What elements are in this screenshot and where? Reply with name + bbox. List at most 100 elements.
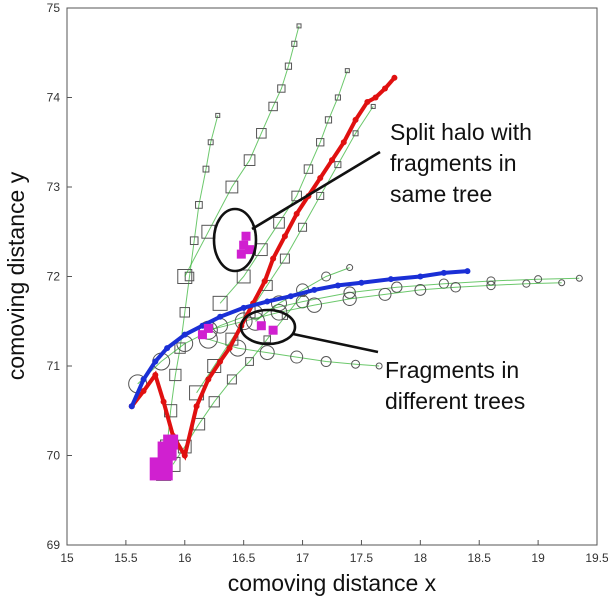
data-point xyxy=(291,40,298,47)
data-point xyxy=(177,269,193,284)
data-point xyxy=(320,356,332,368)
data-point xyxy=(370,103,376,109)
data-point xyxy=(311,286,318,293)
data-point xyxy=(290,350,304,364)
series-3 xyxy=(177,23,302,284)
data-point xyxy=(486,280,496,291)
data-point xyxy=(236,249,246,259)
data-point xyxy=(293,210,300,217)
data-point xyxy=(575,274,583,282)
x-tick-label: 17.5 xyxy=(350,551,374,565)
data-point xyxy=(281,233,288,240)
data-point xyxy=(321,271,332,282)
data-point xyxy=(197,330,207,340)
y-tick-label: 75 xyxy=(47,1,61,15)
data-point xyxy=(316,191,325,200)
data-point xyxy=(358,279,365,286)
data-point xyxy=(306,297,323,313)
series-5-line xyxy=(196,106,374,394)
data-point xyxy=(364,98,371,105)
data-point xyxy=(277,84,286,93)
data-point xyxy=(298,222,308,232)
plot-area-frame xyxy=(66,7,598,546)
data-point xyxy=(140,376,147,383)
x-tick-label: 15 xyxy=(60,551,74,565)
x-tick-label: 19.5 xyxy=(585,551,608,565)
data-point xyxy=(163,434,179,450)
data-point xyxy=(140,388,147,395)
x-tick-label: 18 xyxy=(414,551,428,565)
series-11 xyxy=(149,231,278,481)
y-tick-label: 69 xyxy=(47,538,61,552)
data-point xyxy=(189,236,199,246)
data-point xyxy=(414,284,427,296)
data-point xyxy=(226,345,233,352)
data-point xyxy=(317,175,324,182)
data-point xyxy=(279,253,290,264)
data-point xyxy=(342,291,357,306)
data-point xyxy=(234,312,253,331)
data-point xyxy=(152,358,159,365)
x-axis-title: comoving distance x xyxy=(228,570,437,596)
data-point xyxy=(264,298,271,305)
data-point xyxy=(128,403,135,410)
data-point xyxy=(382,85,388,92)
series-0 xyxy=(128,74,398,461)
data-point xyxy=(256,321,266,331)
data-point xyxy=(334,161,342,169)
data-point xyxy=(324,116,333,124)
data-point xyxy=(149,457,173,481)
data-point xyxy=(387,276,394,283)
data-point xyxy=(160,398,167,405)
x-tick-label: 19 xyxy=(531,551,545,565)
x-tick-label: 17 xyxy=(296,551,310,565)
series-8-line xyxy=(208,282,562,331)
series-10 xyxy=(245,264,354,331)
data-point xyxy=(256,128,267,139)
series-4-line xyxy=(219,70,348,304)
y-axis-title: comoving distance y xyxy=(3,171,29,380)
data-point xyxy=(245,357,254,366)
data-point xyxy=(241,231,251,241)
ticks-layer: 15 15.5 16 16.5 17 17.5 18 18.5 19 19.5 69 70 71 72 73… xyxy=(47,1,608,565)
data-point xyxy=(316,138,325,147)
annotation-split-halo-line-3: same tree xyxy=(390,181,492,207)
data-point xyxy=(263,335,271,343)
data-point xyxy=(534,275,543,284)
data-point xyxy=(464,268,471,275)
annotation-split-halo-line-1: Split halo with xyxy=(390,119,532,145)
data-point xyxy=(193,403,200,410)
series-9-line xyxy=(208,338,380,367)
series-3-line xyxy=(184,25,300,277)
data-point xyxy=(378,287,392,301)
data-point xyxy=(225,180,239,194)
series-2 xyxy=(156,112,221,481)
data-point xyxy=(334,282,341,289)
data-point xyxy=(245,245,255,255)
data-point xyxy=(164,345,171,352)
data-point xyxy=(343,286,356,299)
data-point xyxy=(450,281,461,293)
data-point xyxy=(208,396,220,408)
data-point xyxy=(270,255,277,262)
data-point xyxy=(152,371,159,378)
y-tick-label: 73 xyxy=(47,180,61,194)
x-tick-label: 16 xyxy=(178,551,192,565)
data-point xyxy=(391,74,398,81)
series-7-line xyxy=(137,277,580,385)
data-point xyxy=(558,279,566,287)
annotation-pointer-split-halo xyxy=(251,150,381,231)
data-point xyxy=(259,345,275,361)
data-point xyxy=(181,331,188,338)
data-point xyxy=(181,452,188,459)
data-point xyxy=(236,269,251,284)
data-point xyxy=(273,216,285,229)
data-point xyxy=(215,112,221,118)
data-point xyxy=(296,23,302,29)
data-point xyxy=(303,164,314,174)
annotation-ellipse-split-halo xyxy=(212,207,258,273)
data-point xyxy=(346,264,354,272)
data-point xyxy=(169,368,182,382)
series-4 xyxy=(212,68,350,311)
